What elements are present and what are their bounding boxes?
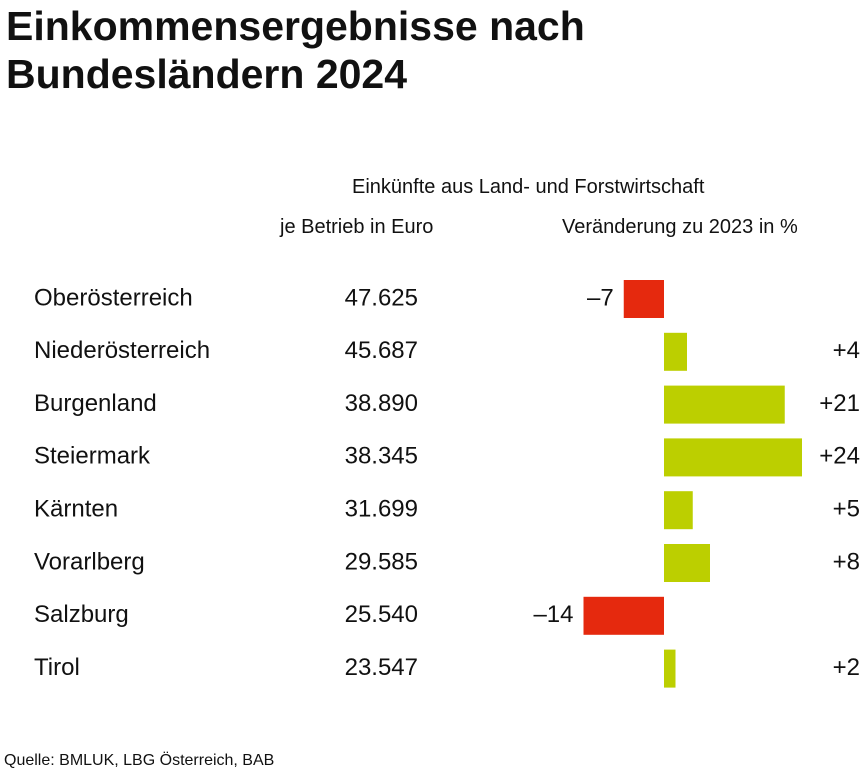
region-label: Vorarlberg: [34, 548, 145, 575]
change-label: +21: [819, 390, 860, 417]
change-label: –7: [587, 284, 614, 311]
bar-chart: Oberösterreich 47.625 –7 Niederösterreich 45…: [34, 280, 860, 688]
region-label: Steiermark: [34, 443, 151, 470]
change-label: –14: [533, 601, 573, 628]
income-value: 29.585: [345, 548, 418, 575]
chart-title: Einkommensergebnisse nach Bundesländern 2…: [6, 2, 846, 98]
income-value: 31.699: [345, 496, 418, 523]
region-label: Burgenland: [34, 390, 157, 417]
region-label: Tirol: [34, 654, 80, 681]
change-bar: [583, 596, 664, 635]
region-label: Salzburg: [34, 601, 129, 628]
change-label: +24: [819, 443, 860, 470]
region-label: Kärnten: [34, 496, 118, 523]
column-header-change: Veränderung zu 2023 in %: [562, 216, 798, 238]
income-value: 25.540: [345, 601, 418, 628]
change-bar: [664, 438, 802, 477]
region-label: Oberösterreich: [34, 284, 193, 311]
income-value: 38.345: [345, 443, 418, 470]
change-bar: [664, 332, 687, 371]
income-value: 23.547: [345, 654, 418, 681]
title-line-2: Bundesländern 2024: [6, 51, 408, 97]
change-bar: [664, 385, 785, 424]
change-label: +8: [833, 548, 860, 575]
change-label: +5: [833, 496, 860, 523]
column-header-income: je Betrieb in Euro: [280, 216, 434, 238]
income-value: 47.625: [345, 284, 418, 311]
change-bar: [664, 544, 710, 582]
change-bar: [664, 491, 693, 530]
income-value: 45.687: [345, 337, 418, 364]
income-value: 38.890: [345, 390, 418, 417]
change-label: +4: [833, 337, 860, 364]
region-label: Niederösterreich: [34, 337, 210, 364]
source-note: Quelle: BMLUK, LBG Österreich, BAB: [4, 752, 275, 769]
title-line-1: Einkommensergebnisse nach: [6, 3, 585, 49]
change-label: +2: [833, 654, 860, 681]
column-header-main: Einkünfte aus Land- und Forstwirtschaft: [352, 176, 705, 198]
change-bar: [664, 649, 676, 688]
change-bar: [623, 280, 664, 318]
